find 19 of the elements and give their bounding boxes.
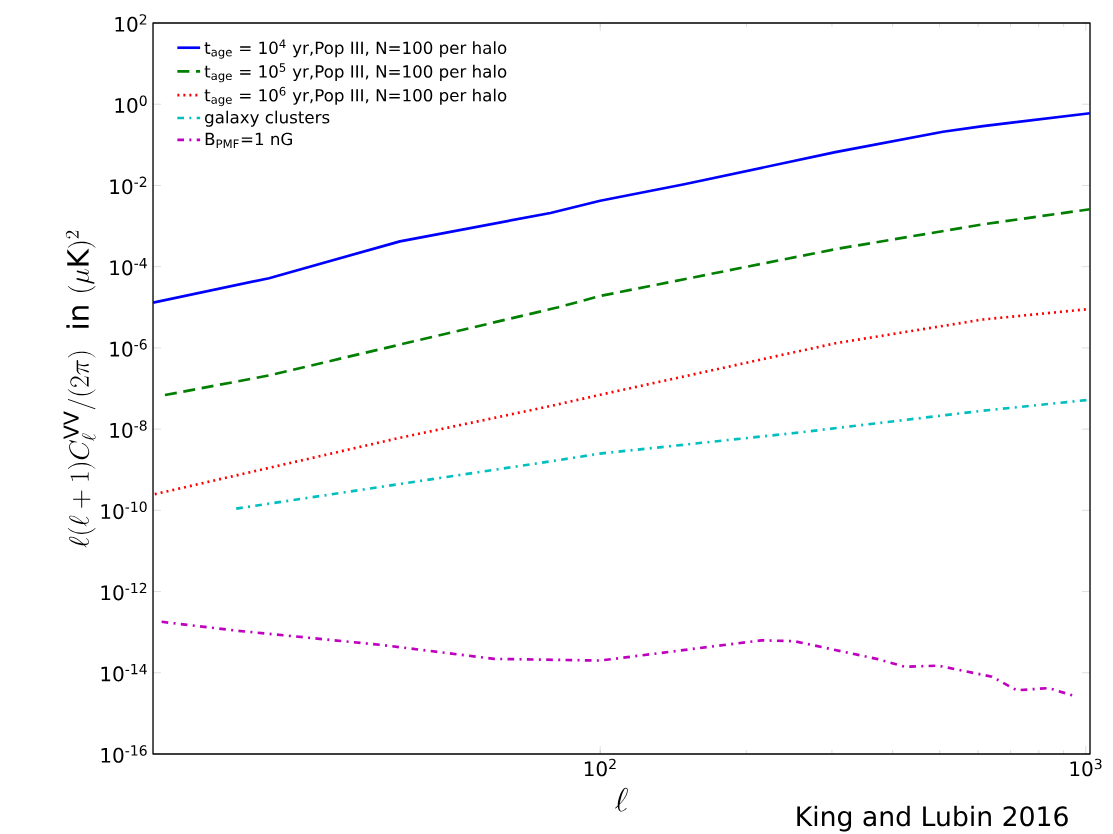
- y-tick-label: 10$^{-2}$: [110, 176, 147, 195]
- y-axis-title: $\ell(\ell+1)C_\ell^{\rm VV}/(2\pi)\ \ {\rm in}\ (\mu{\rm K})^2$: [63, 230, 96, 548]
- y-tick-label: 10$^{-14}$: [101, 664, 147, 682]
- y-tick-label: 10$^{-4}$: [110, 257, 147, 276]
- y-tick-label: 10$^{2}$: [115, 14, 147, 32]
- legend-label: t$_{age}$ = 10$^{5}$ yr,Pop III, N=100 per halo: [204, 63, 507, 83]
- x-tick-label: 10$^{3}$: [1070, 758, 1102, 777]
- y-tick-label: 10$^{-6}$: [110, 339, 147, 357]
- y-tick-label: 10$^{-16}$: [101, 745, 147, 763]
- y-tick-label: 10$^{0}$: [115, 95, 147, 114]
- y-tick-label: 10$^{-12}$: [101, 582, 147, 601]
- legend-label: galaxy clusters: [205, 110, 330, 127]
- legend-label: t$_{age}$ = 10$^{6}$ yr,Pop III, N=100 per halo: [204, 86, 507, 107]
- x-axis-title: $\ell$: [615, 787, 628, 812]
- legend-label: B$_{PMF}$=1 nG: [205, 132, 292, 149]
- legend-label: t$_{age}$ = 10$^{4}$ yr,Pop III, N=100 per halo: [204, 39, 507, 59]
- y-tick-label: 10$^{-8}$: [110, 420, 147, 438]
- y-tick-label: 10$^{-10}$: [101, 501, 147, 520]
- text: King and Lubin 2016: [797, 805, 1068, 832]
